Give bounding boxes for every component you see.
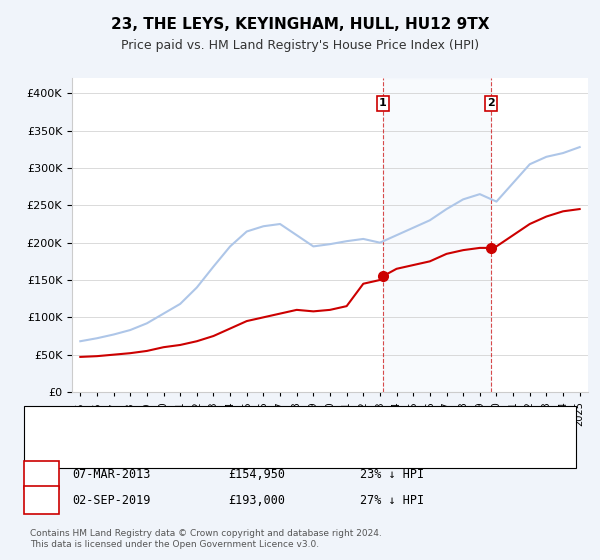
Text: 07-MAR-2013: 07-MAR-2013	[72, 468, 151, 482]
Text: 2: 2	[37, 493, 46, 507]
Text: 02-SEP-2019: 02-SEP-2019	[72, 493, 151, 507]
Text: Contains HM Land Registry data © Crown copyright and database right 2024.
This d: Contains HM Land Registry data © Crown c…	[30, 529, 382, 549]
Text: 23, THE LEYS, KEYINGHAM, HULL, HU12 9TX (detached house): 23, THE LEYS, KEYINGHAM, HULL, HU12 9TX …	[78, 421, 402, 431]
Text: £193,000: £193,000	[228, 493, 285, 507]
Text: 23, THE LEYS, KEYINGHAM, HULL, HU12 9TX: 23, THE LEYS, KEYINGHAM, HULL, HU12 9TX	[111, 17, 489, 32]
Text: HPI: Average price, detached house, East Riding of Yorkshire: HPI: Average price, detached house, East…	[78, 443, 394, 453]
Text: 1: 1	[379, 99, 386, 109]
Text: Price paid vs. HM Land Registry's House Price Index (HPI): Price paid vs. HM Land Registry's House …	[121, 39, 479, 52]
Text: £154,950: £154,950	[228, 468, 285, 482]
Text: 2: 2	[487, 99, 495, 109]
Text: 1: 1	[37, 468, 46, 482]
Text: 23% ↓ HPI: 23% ↓ HPI	[360, 468, 424, 482]
Text: 27% ↓ HPI: 27% ↓ HPI	[360, 493, 424, 507]
Bar	[383, 78, 491, 392]
